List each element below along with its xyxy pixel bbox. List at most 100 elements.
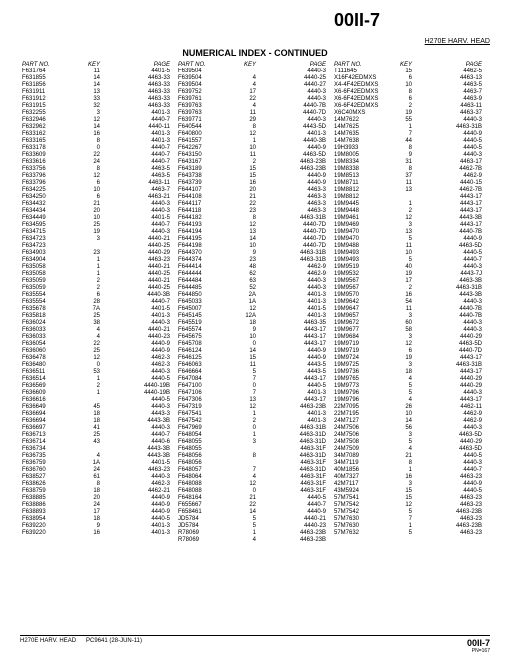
page-ref: 4443-17	[256, 327, 326, 334]
index-row: F64710674401-3	[178, 390, 326, 397]
page-ref: 4440-9	[256, 145, 326, 152]
key-no: 5	[234, 523, 256, 530]
part-no: F647542	[178, 418, 234, 425]
part-no: F648055	[178, 439, 234, 446]
key-no: 22	[234, 201, 256, 208]
index-row: F643739164440-9	[178, 180, 326, 187]
index-row: F645007124401-5	[178, 306, 326, 313]
index-row: 57M763254463-23	[334, 530, 482, 537]
key-no: 2	[234, 159, 256, 166]
key-no: 7	[234, 467, 256, 474]
page-ref: 4401-5	[256, 306, 326, 313]
key-no: 13	[390, 187, 412, 194]
index-row: X6C40MXS194463-37	[334, 110, 482, 117]
part-no: F643167	[178, 159, 234, 166]
index-row: F63505924440-21	[22, 278, 170, 285]
part-no: F648088	[178, 481, 234, 488]
part-no: X4-4F42EDMXS	[334, 82, 390, 89]
part-no: F638759	[22, 488, 78, 495]
part-no: F631911	[22, 89, 78, 96]
index-row: 24M7127144462-9	[334, 418, 482, 425]
part-no: F638626	[22, 481, 78, 488]
index-row: 24M750854440-29	[334, 439, 482, 446]
part-no: F638893	[22, 509, 78, 516]
key-no: 15	[390, 68, 412, 75]
index-row: F63317804440-7	[22, 145, 170, 152]
part-no: F647306	[178, 397, 234, 404]
page-ref: 4401-5	[100, 215, 170, 222]
part-no: 19M9796	[334, 397, 390, 404]
part-no: F636569	[22, 383, 78, 390]
part-no: F634449	[22, 215, 78, 222]
page-ref: 4463-3	[256, 187, 326, 194]
page-ref: 4440-3	[100, 201, 170, 208]
key-no: 25	[78, 313, 100, 320]
part-no: F647100	[178, 383, 234, 390]
index-row: 19M8812134462-7B	[334, 187, 482, 194]
page-ref: 4443-3B	[412, 215, 482, 222]
key-no: 13	[234, 229, 256, 236]
page-ref: 4440-7	[100, 432, 170, 439]
index-row: 19M9719124463-5D	[334, 341, 482, 348]
page-ref: 4440-3B	[256, 138, 326, 145]
part-no: F634723	[22, 236, 78, 243]
key-no: 18	[78, 418, 100, 425]
page-ref: 4443-3B	[100, 446, 170, 453]
part-no: 19M9684	[334, 334, 390, 341]
key-no: 16	[78, 131, 100, 138]
part-no: 19M9532	[334, 271, 390, 278]
part-no: F644108	[178, 194, 234, 201]
section-title: NUMERICAL INDEX - CONTINUED	[0, 48, 510, 58]
page-ref: 4401-3	[100, 313, 170, 320]
key-no: 4	[78, 453, 100, 460]
part-no: 14M7635	[334, 131, 390, 138]
page-ref: 4463-23B	[256, 530, 326, 537]
key-no: 62	[234, 271, 256, 278]
key-no: 20	[78, 208, 100, 215]
page-ref: 4440-29	[412, 334, 482, 341]
part-no: F644193	[178, 222, 234, 229]
key-no: 5	[234, 516, 256, 523]
part-no: 19M8338	[334, 166, 390, 173]
index-row: 19M9647114440-7B	[334, 306, 482, 313]
key-no: 11	[390, 243, 412, 250]
page-ref: 4463-23	[412, 530, 482, 537]
index-row: F64796904463-31B	[178, 425, 326, 432]
key-no: 28	[78, 299, 100, 306]
part-no: F632255	[22, 110, 78, 117]
index-row: F642267104440-9	[178, 145, 326, 152]
index-row: 19M944824443-17	[334, 208, 482, 215]
key-no: 21	[234, 194, 256, 201]
part-no: JD5784	[178, 523, 234, 530]
key-no: 3	[390, 481, 412, 488]
key-no: 33	[78, 96, 100, 103]
part-no: F636060	[22, 348, 78, 355]
key-no: 43	[78, 439, 100, 446]
part-no: 19M9719	[334, 348, 390, 355]
page-ref: 4440-3	[412, 299, 482, 306]
page-ref: 4462-9	[412, 418, 482, 425]
index-row: F634434204440-3	[22, 208, 170, 215]
key-no: 56	[390, 425, 412, 432]
column-2: PART NO. KEY PAGE F6395044440-3F63950444…	[178, 62, 326, 623]
page-ref: 4443-17	[412, 222, 482, 229]
page-ref: 4463-3	[256, 208, 326, 215]
page-ref: 4463-7	[412, 89, 482, 96]
index-row: F638886244440-9	[22, 502, 170, 509]
page-ref: 4463-33	[100, 75, 170, 82]
page-ref: 4463-31B	[256, 257, 326, 264]
part-no: JD5784	[178, 516, 234, 523]
index-row: F636760244463-23	[22, 467, 170, 474]
part-no: F645007	[178, 306, 234, 313]
page-ref: 4401-3	[100, 523, 170, 530]
part-no: 19M9570	[334, 292, 390, 299]
key-no: 15	[390, 495, 412, 502]
page-ref: 4401-3	[256, 131, 326, 138]
part-no: F658461	[178, 509, 234, 516]
footer-code: 00II-7	[467, 638, 490, 648]
index-row: F638759184462-21	[22, 488, 170, 495]
key-no: 29	[234, 117, 256, 124]
key-no: 14	[234, 509, 256, 516]
part-no: F644195	[178, 236, 234, 243]
key-no: 0	[234, 425, 256, 432]
